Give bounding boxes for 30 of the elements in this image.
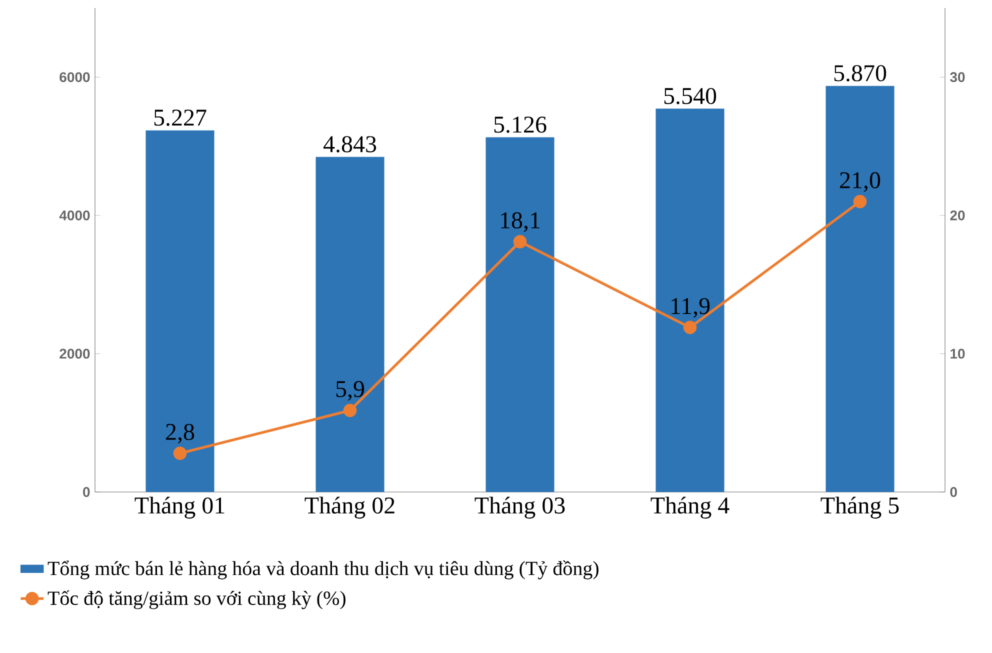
point <box>683 320 697 334</box>
point <box>173 446 187 460</box>
point <box>513 235 527 248</box>
y2-tick-label: 0 <box>950 487 957 497</box>
point <box>343 404 357 418</box>
data-label: 5.126 <box>494 116 546 133</box>
x-tick-label: Tháng 03 <box>474 496 565 519</box>
data-label: 11,9 <box>672 298 710 318</box>
data-label: 5.540 <box>664 88 716 104</box>
data-label: 5.870 <box>834 65 886 82</box>
point <box>853 194 867 208</box>
y2-tick-label: 30 <box>950 72 965 82</box>
data-label: 21,0 <box>840 172 880 192</box>
x-tick-label: Tháng 5 <box>820 496 899 519</box>
data-label: 5,9 <box>336 381 364 401</box>
y2-tick-label: 20 <box>950 210 965 220</box>
data-label: 5.227 <box>154 110 206 126</box>
y2-tick-label: 10 <box>950 348 965 359</box>
legend-label: Tổng mức bán lẻ hàng hóa và doanh thu dịch vụ tiêu dùng (Tỷ đồng) <box>48 560 598 580</box>
data-label: 4.843 <box>323 136 376 152</box>
data-label: 2,8 <box>166 424 194 444</box>
x-tick-label: Tháng 02 <box>304 496 394 519</box>
y-tick-label: 4000 <box>59 210 90 220</box>
x-tick-label: Tháng 01 <box>134 496 224 519</box>
x-tick-label: Tháng 4 <box>650 496 730 519</box>
y-tick-label: 0 <box>83 487 90 497</box>
data-label: 18,1 <box>501 212 540 232</box>
y-tick-label: 2000 <box>60 348 90 359</box>
y-tick-label: 6000 <box>60 72 90 82</box>
legend-label: Tốc độ tăng/giảm so với cùng kỳ (%) <box>48 590 346 610</box>
